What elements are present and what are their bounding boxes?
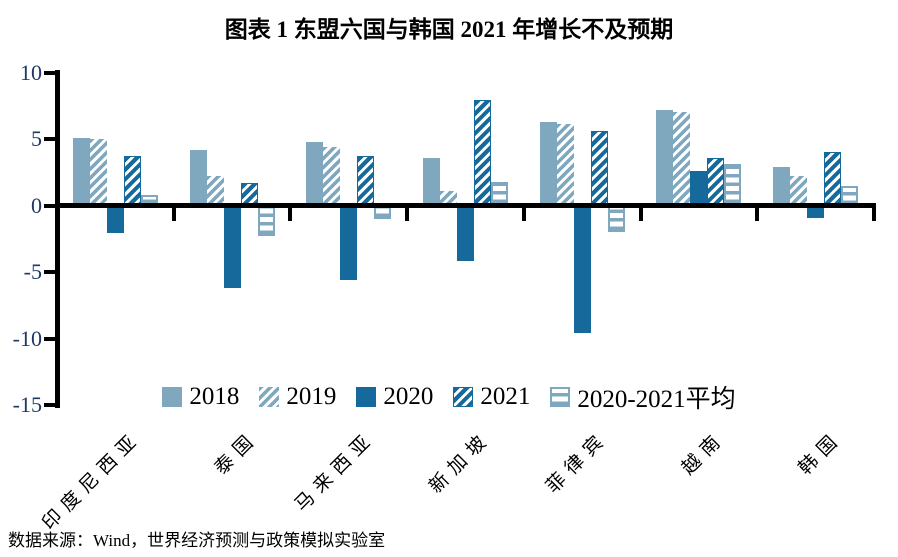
legend-swatch-icon: [453, 387, 474, 407]
chart-title: 图表 1 东盟六国与韩国 2021 年增长不及预期: [224, 17, 674, 42]
bar-2019-cat6: [790, 176, 808, 206]
legend-swatch-icon: [259, 387, 280, 407]
x-axis-zero-line: [55, 203, 876, 208]
x-tick: [405, 206, 410, 221]
bar-2020-cat2: [340, 205, 358, 280]
bar-2019-cat3: [440, 190, 457, 206]
bar-2019-cat5: [673, 112, 691, 206]
y-tick: [44, 70, 56, 75]
y-tick-label: 5: [31, 126, 42, 151]
bar-2021-cat3: [474, 100, 491, 206]
legend: 2018 2019 2020 2021 2020-2021平均: [0, 379, 898, 415]
bar-2020-2021平均-cat3: [491, 181, 508, 206]
y-tick: [44, 270, 56, 274]
legend-swatch-icon: [550, 387, 571, 407]
bar-2020-cat4: [573, 205, 591, 334]
bar-2018-cat2: [306, 141, 324, 206]
legend-item-2021: 2021: [453, 383, 530, 411]
legend-swatch-icon: [356, 387, 377, 407]
y-tick-label: 10: [20, 59, 42, 85]
bar-2020-cat5: [690, 170, 708, 206]
bar-2018-cat0: [72, 137, 90, 206]
bar-2021-cat0: [123, 156, 141, 206]
x-tick: [171, 206, 176, 221]
legend-item-2018: 2018: [162, 383, 239, 411]
bar-2020-2021平均-cat4: [607, 205, 625, 233]
legend-label: 2020-2021平均: [577, 386, 736, 413]
legend-item-2020-2021平均: 2020-2021平均: [550, 379, 736, 415]
y-tick: [44, 137, 56, 141]
bar-2021-cat2: [357, 156, 375, 206]
legend-label: 2021: [480, 383, 531, 410]
bar-2018-cat3: [423, 157, 440, 206]
bar-2019-cat4: [556, 124, 574, 206]
y-tick: [44, 203, 56, 208]
bar-2021-cat5: [707, 157, 725, 206]
legend-label: 2019: [286, 383, 337, 410]
legend-label: 2020: [383, 383, 434, 410]
bar-2018-cat1: [189, 149, 207, 206]
legend-item-2019: 2019: [259, 383, 336, 411]
x-axis-label: 韩国: [794, 427, 846, 480]
y-axis-line: [55, 70, 60, 408]
bar-2021-cat4: [590, 131, 608, 206]
bar-2019-cat1: [206, 176, 224, 206]
x-tick: [755, 206, 760, 221]
x-tick: [521, 206, 526, 221]
bar-2018-cat4: [539, 121, 557, 206]
x-tick: [638, 206, 643, 221]
legend-swatch-icon: [162, 387, 183, 407]
data-source: 数据来源：Wind，世界经济预测与政策模拟实验室: [8, 531, 386, 550]
bar-2019-cat0: [89, 139, 107, 206]
x-axis-label: 泰国: [210, 427, 263, 480]
bar-2020-cat3: [457, 205, 474, 262]
x-axis-label: 越南: [677, 427, 730, 480]
x-axis-label: 马来西亚: [290, 427, 380, 516]
x-tick: [872, 206, 876, 221]
y-tick-label: 0: [31, 192, 42, 218]
bar-2021-cat6: [824, 152, 842, 206]
bar-2019-cat2: [323, 147, 341, 206]
bar-2020-cat0: [106, 205, 124, 234]
y-tick: [44, 336, 56, 341]
x-tick: [288, 206, 293, 221]
bar-2020-cat6: [807, 205, 825, 218]
bar-2020-cat1: [223, 205, 241, 288]
legend-label: 2018: [189, 383, 240, 410]
x-axis-label: 新加坡: [425, 427, 496, 498]
x-axis-label: 菲律宾: [542, 427, 613, 498]
y-tick-label: -15: [12, 392, 42, 417]
legend-item-2020: 2020: [356, 383, 433, 411]
x-axis-label: 印度尼西亚: [38, 427, 146, 535]
y-tick-label: -5: [23, 259, 42, 284]
bar-2018-cat6: [773, 166, 791, 206]
bar-2020-2021平均-cat5: [724, 164, 742, 206]
y-tick: [44, 403, 56, 407]
y-tick-label: -10: [12, 325, 42, 351]
bar-2018-cat5: [656, 109, 674, 206]
bar-2020-2021平均-cat1: [257, 205, 275, 237]
